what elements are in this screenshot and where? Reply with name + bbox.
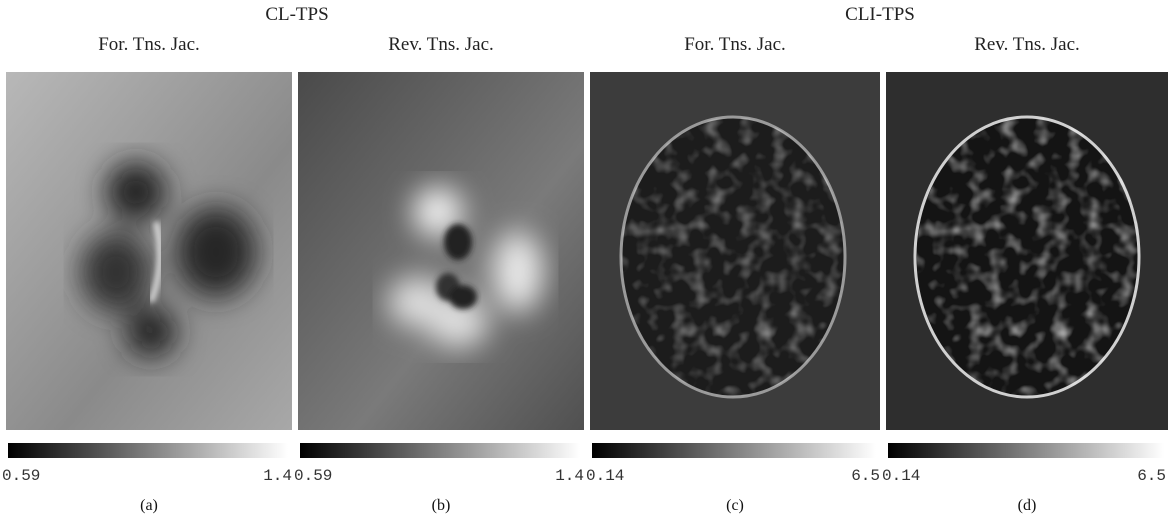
colorbar <box>300 443 580 458</box>
colorbar-max: 6.5 <box>851 467 880 485</box>
colorbar <box>888 443 1164 458</box>
colorbar <box>592 443 876 458</box>
group-title: CL-TPS <box>265 4 328 25</box>
colorbar <box>8 443 288 458</box>
image-panel <box>590 72 880 430</box>
image-panel <box>886 72 1168 430</box>
caption: (a) <box>140 497 158 514</box>
colorbar-min: 0.59 <box>2 467 40 485</box>
colorbar-min: 0.14 <box>586 467 624 485</box>
colorbar-min: 0.14 <box>882 467 920 485</box>
colorbar-max: 6.5 <box>1137 467 1166 485</box>
colorbar-min: 0.59 <box>294 467 332 485</box>
caption: (c) <box>726 497 744 514</box>
panel-title: Rev. Tns. Jac. <box>974 34 1080 55</box>
colorbar-max: 1.4 <box>555 467 584 485</box>
panel-title: Rev. Tns. Jac. <box>388 34 494 55</box>
colorbar-max: 1.4 <box>263 467 292 485</box>
caption: (b) <box>432 497 451 514</box>
image-panel <box>298 72 584 430</box>
image-panel <box>6 72 292 430</box>
group-title: CLI-TPS <box>845 4 915 25</box>
panel-title: For. Tns. Jac. <box>684 34 786 55</box>
panel-title: For. Tns. Jac. <box>98 34 200 55</box>
caption: (d) <box>1018 497 1037 514</box>
